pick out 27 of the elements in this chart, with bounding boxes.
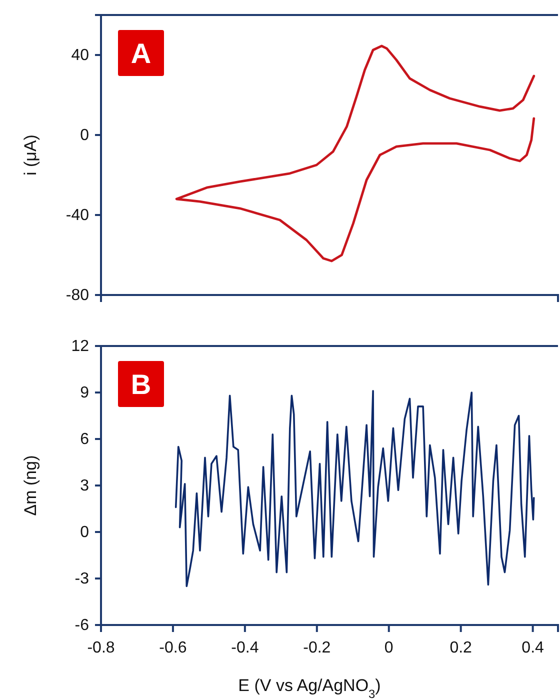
letter-badge: A [118, 30, 164, 76]
y-tick-label: -80 [66, 287, 90, 304]
letter-badge: B [118, 361, 164, 407]
x-axis-title: E (V vs Ag/AgNO$_{3}$) [238, 676, 381, 700]
line-series [174, 390, 535, 588]
y-tick-label: 6 [80, 431, 90, 448]
y-tick-label: -6 [74, 617, 90, 634]
annotation: B [130, 369, 152, 400]
annotation: A [130, 38, 152, 69]
x-tick-label: 0 [384, 640, 394, 657]
x-tick-label: -0.6 [159, 640, 187, 657]
x-tick-label: -0.8 [87, 640, 115, 657]
x-tick-label: -0.2 [303, 640, 331, 657]
y-axis-title: i (μA) [21, 134, 40, 176]
y-tick-label: 40 [71, 47, 90, 64]
y-tick-label: 9 [80, 384, 90, 402]
x-tick-label: 0.2 [450, 640, 472, 657]
y-axis-title: Δm (ng) [21, 455, 40, 516]
x-tick-label: 0.4 [522, 640, 544, 657]
y-tick-label: 12 [71, 338, 90, 356]
line-series [175, 44, 536, 262]
x-tick-label: -0.4 [231, 640, 259, 657]
y-tick-label: -3 [74, 570, 90, 588]
y-tick-label: 0 [80, 127, 90, 144]
y-tick-label: 3 [80, 478, 90, 495]
y-tick-label: 0 [80, 524, 90, 542]
y-tick-label: -40 [66, 207, 90, 224]
